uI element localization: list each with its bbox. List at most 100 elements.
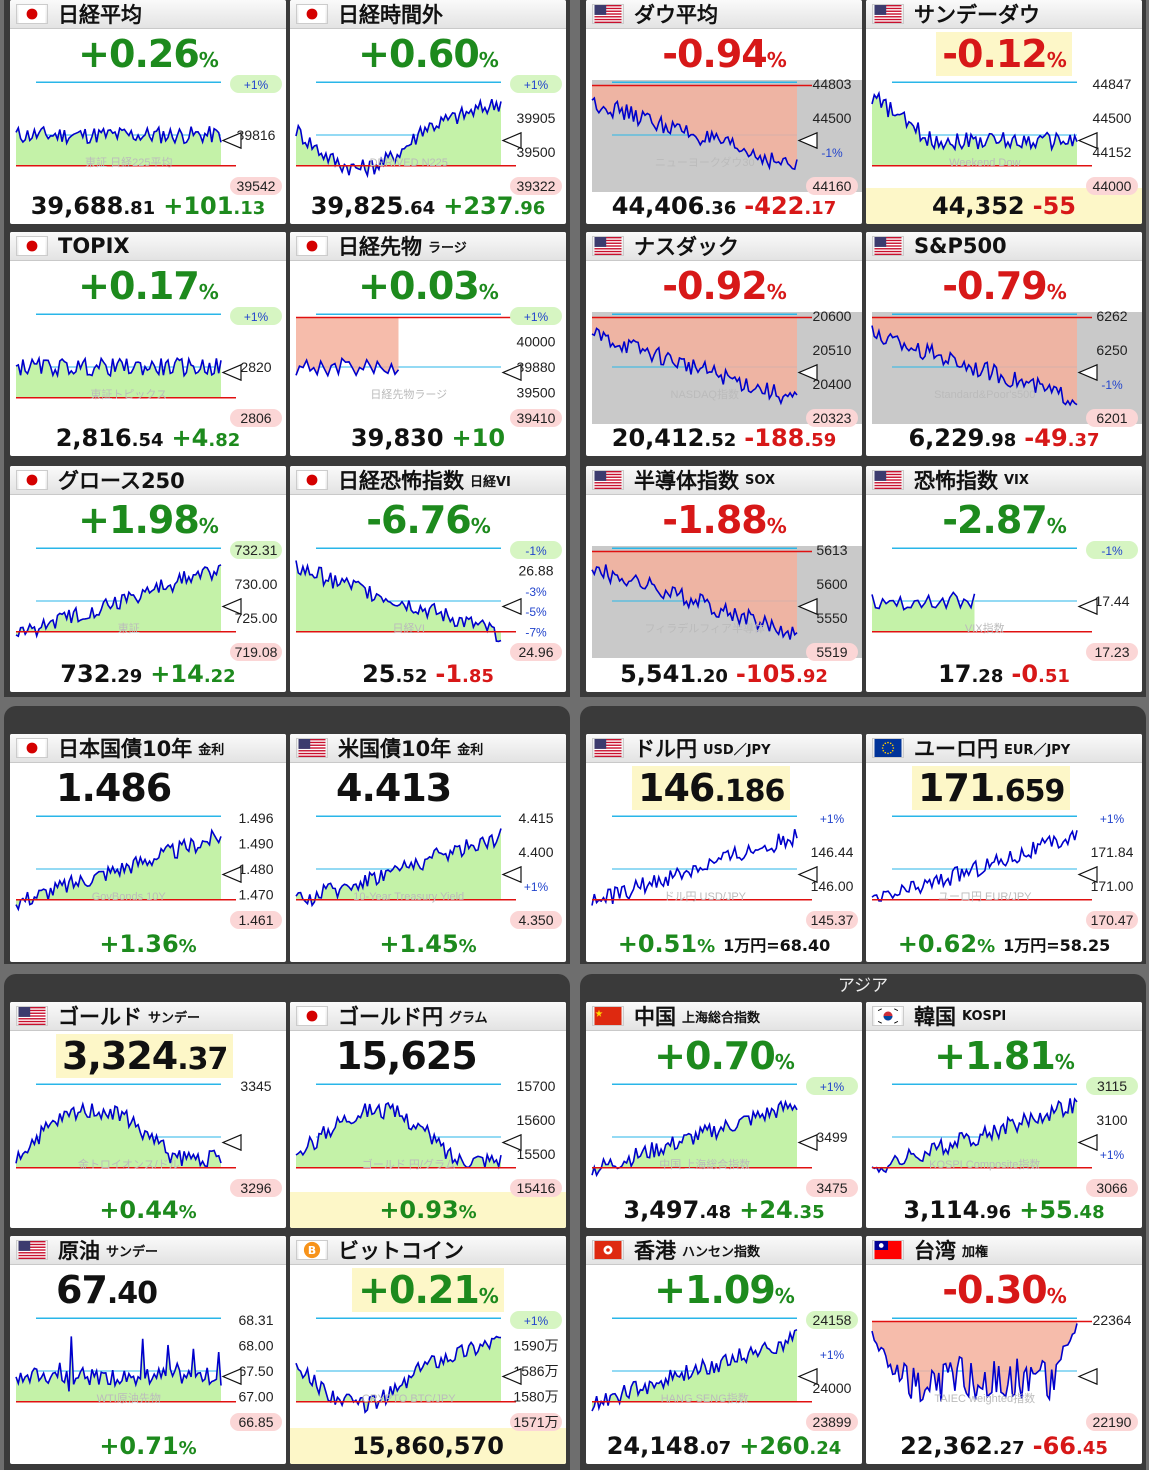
price-chart[interactable]: 日経先物ラージ +1% 40000 39880 39500 39410	[295, 307, 566, 427]
market-card-g250[interactable]: グロース250 +1.98% 東証 732.31 730.00 725.00 719.08 7…	[10, 466, 286, 692]
market-card-vix[interactable]: 恐怖指数 VIX -2.87% VIX指数 -1% 17.44 17.23 17.28 -0.5…	[866, 466, 1142, 692]
axis-label: 146.44	[811, 844, 854, 860]
price-chart[interactable]: 金トロイオンス/ドル 3345 3296	[15, 1078, 286, 1197]
price-chart[interactable]: 東証トピックス +1% 2820 2806	[15, 307, 286, 427]
market-card-dow[interactable]: ダウ平均 -0.94% ニューヨークダウ30 44803 44500 -1% 44160 44…	[586, 0, 862, 224]
price-chart[interactable]: 東証 日経225平均 +1% 39816 39542	[15, 75, 286, 195]
market-card-usdjpy[interactable]: ドル円 USD／JPY 146.186 ドル円 USD/JPY +1% 146.44 146…	[586, 734, 862, 962]
chart-watermark: 中国 上海総合指数	[659, 1157, 750, 1171]
market-card-sdow[interactable]: サンデーダウ -0.12% Weekend Dow 44847 44500 44152 44…	[866, 0, 1142, 224]
market-card-sox[interactable]: 半導体指数 SOX -1.88% フィラデルフィア半導体 5613 5600 5550 551…	[586, 466, 862, 692]
price-chart[interactable]: Standard&Poor's500 6262 6250 -1% 6201	[871, 308, 1142, 427]
price-chart[interactable]: ユーロ円 EUR/JPY +1% 171.84 171.00 170.47	[871, 812, 1142, 929]
axis-label: 5600	[816, 576, 847, 592]
price-chart[interactable]: 10-Year Treasury Yield 4.415 4.400 +1% 4.350	[295, 810, 566, 929]
axis-label: 1.480	[238, 861, 273, 877]
price-chart[interactable]: 東証 732.31 730.00 725.00 719.08	[15, 541, 286, 661]
price-chart[interactable]: CRYPTO BTC/JPY +1% 1590万 1586万 1580万 1571万	[295, 1311, 566, 1431]
chart-svg: DERIVED N225 +1% 39905 39500 39322	[295, 75, 562, 195]
market-card-nvi[interactable]: 日経恐怖指数 日経VI -6.76% 日経VI -1% 26.88 -3% -5% -7% 24.…	[290, 466, 566, 692]
price-chart[interactable]: DERIVED N225 +1% 39905 39500 39322	[295, 75, 566, 195]
card-header: ダウ平均	[586, 0, 862, 29]
axis-label-bg	[230, 643, 282, 661]
card-footer: +0.93%	[379, 1196, 477, 1224]
percent-sign: %	[198, 514, 219, 538]
price-line	[15, 125, 222, 146]
market-card-n225[interactable]: 日経平均 +0.26% 東証 日経225平均 +1% 39816 39542 39,688.…	[10, 0, 286, 224]
axis-label: 17.44	[1094, 593, 1129, 609]
card-title: サンデーダウ	[914, 3, 1040, 27]
axis-label-bg	[806, 409, 858, 427]
market-card-nfut[interactable]: 日経先物 ラージ +0.03% 日経先物ラージ +1% 40000 39880 39500 39…	[290, 232, 566, 456]
axis-label: 44803	[813, 76, 852, 92]
market-card-tw[interactable]: 台湾 加権 -0.30% TAIEC weighted指数 22364 22190 22,3…	[866, 1236, 1142, 1464]
price-chart[interactable]: KOSPI Composite指数 3115 3100 +1% 3066	[871, 1077, 1142, 1197]
price-chart[interactable]: VIX指数 -1% 17.44 17.23	[871, 541, 1142, 661]
price-chart[interactable]: HANG SENG指数 24158 +1% 24000 23899	[591, 1311, 862, 1431]
change-dec: .48	[1072, 1202, 1105, 1223]
current-price-marker-icon	[221, 131, 242, 150]
flag-us-icon	[592, 4, 624, 24]
flag-us-icon	[872, 236, 904, 256]
quote-value-dec: .659	[994, 774, 1065, 809]
chart-watermark: ニューヨークダウ30	[655, 155, 755, 169]
flag-us-icon	[872, 470, 904, 490]
card-header: 日経恐怖指数 日経VI	[290, 466, 566, 495]
card-header: 恐怖指数 VIX	[866, 466, 1142, 495]
axis-label: 39880	[517, 359, 556, 375]
price-chart[interactable]: TAIEC weighted指数 22364 22190	[871, 1312, 1142, 1431]
change-int: +4	[171, 424, 209, 452]
price-chart[interactable]: ニューヨークダウ30 44803 44500 -1% 44160	[591, 76, 862, 195]
price-chart[interactable]: フィラデルフィア半導体 5613 5600 5550 5519	[591, 542, 862, 661]
axis-label-bg	[230, 75, 282, 93]
price-line	[871, 1323, 1078, 1403]
card-title: S&P500	[914, 234, 1007, 258]
percent-sign: %	[766, 280, 787, 304]
market-card-hk[interactable]: 香港 ハンセン指数 +1.09% HANG SENG指数 24158 +1% 24000 23…	[586, 1236, 862, 1464]
quote-value: 1.486	[56, 766, 172, 810]
axis-label-bg	[510, 643, 562, 661]
percent-sign: %	[478, 48, 499, 72]
axis-label: +1%	[524, 880, 549, 894]
axis-label: -5%	[525, 605, 547, 619]
axis-label: 3115	[1097, 1078, 1127, 1094]
axis-label: 5613	[816, 542, 847, 558]
price-chart[interactable]: 中国 上海総合指数 +1% 3499 3475	[591, 1077, 862, 1197]
market-card-ust[interactable]: 米国債10年 金利 4.413 10-Year Treasury Yield 4.415…	[290, 734, 566, 962]
price-chart[interactable]: NASDAQ指数 20600 20510 20400 20323	[591, 308, 862, 427]
market-card-oil[interactable]: 原油 サンデー 67.40 WTI原油先物 68.31 68.00 67.50 67.00 66…	[10, 1236, 286, 1464]
price-dec: .52	[704, 430, 737, 451]
chart-watermark: ゴールド 円/グラム	[362, 1157, 456, 1171]
price-chart[interactable]: ゴールド 円/グラム 15700 15600 15500 15416	[295, 1078, 566, 1197]
market-card-sp500[interactable]: S&P500 -0.79% Standard&Poor's500 6262 6250 -1…	[866, 232, 1142, 456]
axis-label-bg	[1086, 177, 1138, 195]
percent-sign: %	[1046, 1284, 1067, 1308]
axis-label: 22364	[1093, 1312, 1132, 1328]
card-title: ダウ平均	[634, 3, 718, 27]
chart-svg: フィラデルフィア半導体 5613 5600 5550 5519	[591, 542, 862, 661]
current-price-marker-icon	[221, 1133, 242, 1152]
card-footer: 3,497.48 +24.35	[586, 1192, 862, 1228]
market-card-jgb[interactable]: 日本国債10年 金利 1.486 GovBonds 10Y 1.496 1.490 1.48…	[10, 734, 286, 962]
price-chart[interactable]: 日経VI -1% 26.88 -3% -5% -7% 24.96	[295, 541, 566, 661]
price-chart[interactable]: ドル円 USD/JPY +1% 146.44 146.00 145.37	[591, 812, 862, 929]
price-chart[interactable]: Weekend Dow 44847 44500 44152 44000	[871, 76, 1142, 195]
market-card-goldjpy[interactable]: ゴールド円 グラム 15,625 ゴールド 円/グラム 15700 15600 15500 1…	[290, 1002, 566, 1228]
chart-svg: HANG SENG指数 24158 +1% 24000 23899	[591, 1311, 858, 1431]
change-int: -55	[1032, 192, 1076, 220]
price-dec: .52	[395, 666, 428, 687]
market-card-gold[interactable]: ゴールド サンデー 3,324.37 金トロイオンス/ドル 3345 3296 +0.44%	[10, 1002, 286, 1228]
price-chart[interactable]: WTI原油先物 68.31 68.00 67.50 67.00 66.85	[15, 1312, 286, 1431]
market-card-china[interactable]: 中国 上海総合指数 +0.70% 中国 上海総合指数 +1% 3499 3475 3,497.…	[586, 1002, 862, 1228]
chart-svg: GovBonds 10Y 1.496 1.490 1.480 1.470 1.461	[15, 810, 282, 929]
market-card-eurjpy[interactable]: ユーロ円 EUR／JPY 171.659 ユーロ円 EUR/JPY +1% 171.84 1…	[866, 734, 1142, 962]
market-card-n225x[interactable]: 日経時間外 +0.60% DERIVED N225 +1% 39905 39500 3932…	[290, 0, 566, 224]
market-card-topix[interactable]: TOPIX +0.17% 東証トピックス +1% 2820 2806 2,816.54 +4.…	[10, 232, 286, 456]
price-chart[interactable]: GovBonds 10Y 1.496 1.490 1.480 1.470 1.461	[15, 810, 286, 929]
card-footer: 44,352 -55	[866, 188, 1142, 224]
card-title: ナスダック	[634, 235, 739, 259]
market-card-korea[interactable]: 韓国 KOSPI +1.81% KOSPI Composite指数 3115 3100 +1…	[866, 1002, 1142, 1228]
market-card-nasdaq[interactable]: ナスダック -0.92% NASDAQ指数 20600 20510 20400 20323 2…	[586, 232, 862, 456]
flag-us-icon	[872, 4, 904, 24]
market-card-btc[interactable]: B ビットコイン +0.21% CRYPTO BTC/JPY +1% 1590万 1586万…	[290, 1236, 566, 1464]
